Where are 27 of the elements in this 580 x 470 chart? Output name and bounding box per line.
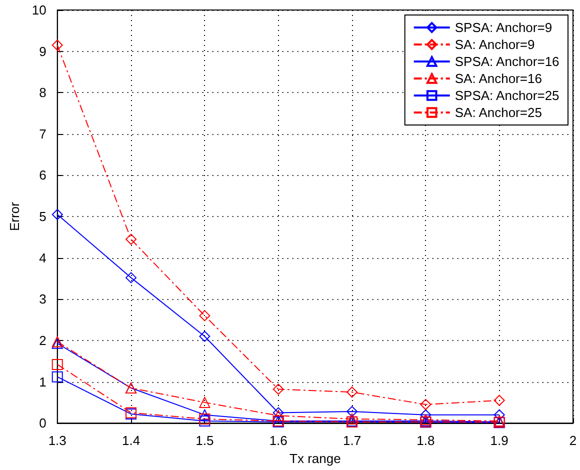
y-tick-label: 4 [39,250,46,266]
x-tick-label: 1.8 [416,433,435,448]
y-tick-label: 7 [39,126,46,142]
y-tick-label: 5 [39,209,46,224]
x-tick-label: 1.3 [48,433,66,448]
x-tick-label: 1.7 [342,433,362,448]
x-tick-label: 1.6 [269,433,288,448]
y-tick-label: 9 [39,44,46,59]
y-tick-label: 8 [39,85,46,100]
legend-label: SA: Anchor=9 [454,37,535,52]
x-tick-label: 1.4 [122,433,140,448]
y-axis-title: Error [7,201,22,231]
legend-label: SA: Anchor=16 [454,71,542,86]
legend-label: SA: Anchor=25 [454,105,542,120]
legend-label: SPSA: Anchor=25 [454,88,560,103]
x-tick-label: 1.9 [490,433,508,448]
x-tick-label: 2 [569,433,577,448]
legend-label: SPSA: Anchor=9 [454,20,552,35]
y-tick-label: 3 [39,292,46,307]
x-tick-label: 1.5 [196,433,214,448]
y-tick-label: 10 [32,2,46,18]
y-tick-label: 2 [39,332,46,348]
x-axis-title: Tx range [290,451,341,466]
y-tick-label: 1 [39,374,46,390]
y-tick-label: 6 [39,168,46,183]
legend-label: SPSA: Anchor=16 [454,54,560,69]
y-tick-label: 0 [39,416,46,431]
